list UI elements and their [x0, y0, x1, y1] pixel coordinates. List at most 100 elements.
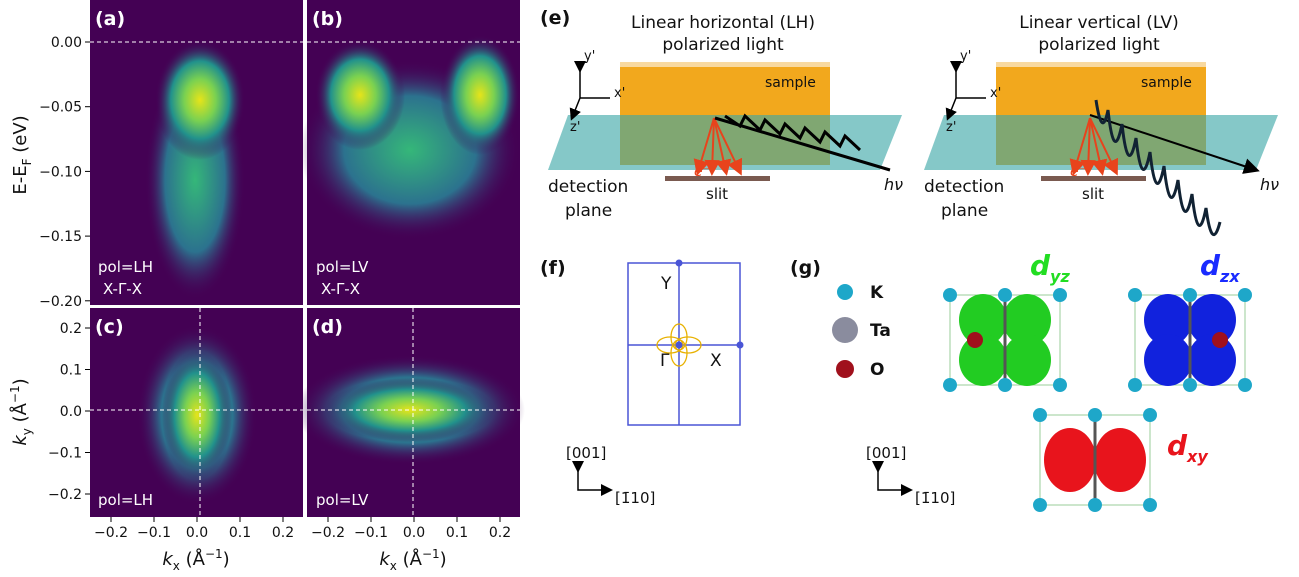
label: detection: [924, 177, 1004, 197]
axis-text: −1: [8, 385, 22, 403]
orbital-main: d: [1030, 249, 1051, 282]
annotation: pol=LV: [316, 491, 369, 509]
axis-text: −1: [422, 547, 440, 561]
lobe: [1044, 428, 1096, 492]
annotation: X-Γ-X: [321, 280, 360, 298]
diagram: Linear vertical (LV)polarized light sampl…: [924, 13, 1279, 235]
lobe: [1003, 334, 1051, 386]
atom-k: [998, 378, 1012, 392]
axis-text: (Å: [180, 548, 206, 570]
axis-text: x: [173, 559, 180, 573]
label: plane: [565, 201, 612, 221]
atom-k: [1088, 408, 1102, 422]
slit: [1041, 176, 1146, 181]
annotation: X-Γ-X: [103, 280, 142, 298]
x-tick-label: −0.2: [311, 525, 345, 541]
x-tick-label: 0.1: [229, 525, 251, 541]
axis-text: ): [10, 378, 31, 385]
label: y': [960, 49, 971, 64]
diagram-title: polarized light: [662, 35, 784, 55]
heatmap-c: [90, 308, 303, 517]
x-tick-label: 0.0: [403, 525, 425, 541]
y-tick-label: 0.2: [60, 321, 82, 337]
x-tick-label: 0.2: [489, 525, 511, 541]
axis-text: y: [20, 428, 34, 435]
heatmap-d: [295, 308, 525, 517]
atom-k: [943, 288, 957, 302]
panel-label: (a): [95, 8, 125, 30]
diagram-title: Linear vertical (LV): [1019, 13, 1179, 33]
annotation: pol=LH: [98, 491, 153, 509]
point-label: X: [710, 351, 722, 371]
label: z': [946, 120, 956, 135]
lobe: [1144, 334, 1192, 386]
axes-arrows: [948, 70, 986, 118]
y-tick-label: −0.2: [48, 487, 82, 503]
atom-k: [1033, 408, 1047, 422]
orbital-sub: xy: [1186, 447, 1208, 466]
diagram-title: polarized light: [1038, 35, 1160, 55]
legend-label: O: [870, 360, 884, 380]
brillouin-zone: [628, 260, 744, 426]
axis-title: E-EF (eV): [10, 115, 34, 194]
label: x': [614, 86, 625, 101]
axis-text: (eV): [10, 115, 31, 158]
point-label: Γ: [660, 351, 670, 371]
panel-label: (b): [312, 8, 343, 30]
label: hν: [884, 175, 903, 194]
direction-label: [001]: [866, 444, 906, 462]
atom-k: [943, 378, 957, 392]
lobe: [959, 334, 1007, 386]
label: z': [570, 120, 580, 135]
panel-label: (e): [540, 7, 570, 29]
axes-arrows: [572, 70, 610, 118]
atom-k: [998, 288, 1012, 302]
y-tick-label: −0.20: [39, 294, 82, 310]
direction-label: [001]: [566, 444, 606, 462]
orbital-sub: yz: [1050, 267, 1070, 286]
label: y': [584, 49, 595, 64]
axis-title: kx (Å−1): [379, 547, 446, 573]
panel-label: (d): [312, 316, 343, 338]
orbital-main: d: [1200, 249, 1221, 282]
atom-k: [1183, 378, 1197, 392]
y-tick-label: −0.15: [39, 229, 82, 245]
label: slit: [706, 185, 728, 203]
y-tick-label: 0.00: [51, 35, 82, 51]
atom-k: [1143, 408, 1157, 422]
y-tick-label: 0.1: [60, 363, 82, 379]
orbital-label: dyz: [1030, 249, 1070, 286]
y-tick-label: −0.1: [48, 446, 82, 462]
axis-title: kx (Å−1): [162, 547, 229, 573]
label: hν: [1260, 175, 1279, 194]
atom-k: [1128, 288, 1142, 302]
axis-text: ): [223, 549, 230, 570]
legend-label: Ta: [870, 321, 891, 341]
atom-o: [1212, 332, 1228, 348]
figure: (a) (b) (c) (d) pol=LH X-Γ-X pol=LV X-Γ-…: [0, 0, 1299, 577]
legend-atom: [837, 284, 853, 300]
x-tick-label: −0.2: [94, 525, 128, 541]
atom-k: [1238, 378, 1252, 392]
label: e⁻: [1070, 164, 1086, 180]
y-tick-label: −0.05: [39, 100, 82, 116]
x-tick-label: 0.1: [446, 525, 468, 541]
orbital-main: d: [1167, 429, 1188, 462]
annotation: pol=LV: [316, 258, 369, 276]
label: detection: [548, 177, 628, 197]
orbital-label: dxy: [1167, 429, 1208, 466]
orbital-label: dzx: [1200, 249, 1240, 286]
axis-title: ky (Å−1): [8, 378, 34, 445]
direction-arrows: [578, 470, 610, 490]
label: slit: [1082, 185, 1104, 203]
atom-k: [1238, 288, 1252, 302]
y-tick-label: −0.10: [39, 164, 82, 180]
axis-text: ): [440, 549, 447, 570]
label: e⁻: [694, 164, 710, 180]
legend-atom: [832, 317, 858, 343]
atom-k: [1053, 378, 1067, 392]
label: plane: [941, 201, 988, 221]
label: x': [990, 86, 1001, 101]
label: sample: [1141, 75, 1192, 91]
sample-top: [620, 62, 830, 67]
